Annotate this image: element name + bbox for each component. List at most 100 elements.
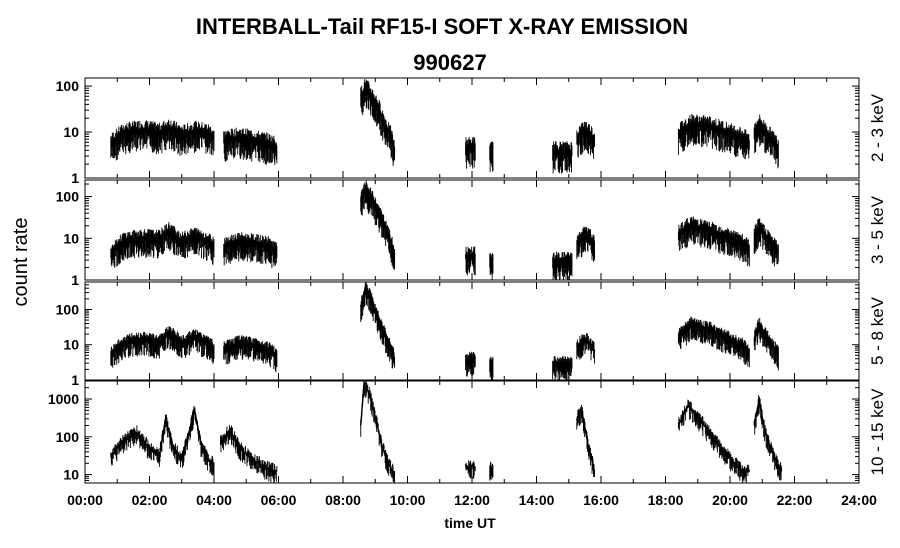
series-line <box>360 381 396 475</box>
series-segment <box>360 381 396 483</box>
x-tick-label: 06:00 <box>261 492 297 508</box>
series-segment <box>489 252 494 280</box>
series-segment <box>223 335 278 373</box>
y-tick-label: 10 <box>63 337 79 353</box>
series-noise <box>465 246 476 276</box>
series-segment <box>219 424 278 483</box>
x-tick-label: 20:00 <box>712 492 748 508</box>
series-noise <box>489 252 494 280</box>
series-noise <box>110 119 215 161</box>
series-segment <box>110 405 215 476</box>
series-noise <box>360 180 396 271</box>
y-tick-label: 10 <box>63 467 79 483</box>
series-noise <box>223 127 278 165</box>
series-noise <box>360 381 396 483</box>
series-segment <box>489 461 494 481</box>
band-label: 10 - 15 keV <box>868 388 887 476</box>
series-line <box>576 408 596 472</box>
y-tick-label: 1 <box>71 272 79 288</box>
series-noise <box>576 226 595 262</box>
series-segment <box>576 121 596 159</box>
series-segment <box>576 226 596 262</box>
series-noise <box>677 216 750 267</box>
series-line <box>677 322 750 353</box>
series-noise <box>360 79 396 167</box>
x-tick-label: 04:00 <box>196 492 232 508</box>
series-segment <box>223 232 278 269</box>
series-noise <box>489 141 494 172</box>
y-tick-label: 100 <box>56 429 80 445</box>
series-segment <box>753 317 779 371</box>
band-label: 5 - 8 keV <box>868 296 887 365</box>
series-segment <box>753 394 783 481</box>
x-tick-label: 14:00 <box>519 492 555 508</box>
series-segment <box>677 316 750 368</box>
y-tick-label: 1 <box>71 170 79 186</box>
series-noise <box>110 222 215 268</box>
panel-3: 1 10 100 5 - 8 keV <box>56 281 887 388</box>
series-line <box>677 121 750 143</box>
y-tick-label: 100 <box>56 301 80 317</box>
series-noise <box>489 461 494 481</box>
series-line <box>753 321 779 353</box>
series-noise <box>465 351 476 377</box>
x-tick-label: 12:00 <box>454 492 490 508</box>
series-line <box>360 186 396 256</box>
series-noise <box>465 136 476 169</box>
panel-4: 10 100 1000 10 - 15 keV <box>48 380 887 484</box>
x-tick-label: 22:00 <box>777 492 813 508</box>
series-segment <box>465 136 476 169</box>
series-line <box>677 404 750 473</box>
panels: 1 10 100 2 - 3 keV 1 10 100 3 - 5 keV 1 10 100 5 - … <box>48 77 887 508</box>
series-segment <box>465 460 476 479</box>
series-noise <box>110 326 215 368</box>
x-tick-label: 18:00 <box>648 492 684 508</box>
x-tick-label: 16:00 <box>583 492 619 508</box>
x-tick-label: 24:00 <box>841 492 877 508</box>
series-segment <box>677 113 750 160</box>
y-tick-label: 10 <box>63 124 79 140</box>
series-noise <box>576 121 595 159</box>
series-noise <box>677 113 750 160</box>
series-line <box>753 121 779 147</box>
y-tick-label: 100 <box>56 78 80 94</box>
series-segment <box>465 246 476 276</box>
series-noise <box>677 399 750 483</box>
series-line <box>110 410 215 466</box>
series-line <box>110 126 215 143</box>
series-noise <box>552 356 573 380</box>
series-line <box>223 341 278 356</box>
series-line <box>110 228 215 252</box>
series-segment <box>489 356 494 380</box>
series-segment <box>753 218 779 267</box>
series-segment <box>110 119 215 161</box>
y-tick-label: 1 <box>71 372 79 388</box>
series-segment <box>465 351 476 377</box>
panel-1: 1 10 100 2 - 3 keV <box>56 77 887 186</box>
panel-frame <box>84 179 860 281</box>
chart-subtitle: 990627 <box>413 50 486 75</box>
series-segment <box>360 282 396 369</box>
series-noise <box>576 404 595 478</box>
series-line <box>223 135 278 147</box>
series-line <box>360 284 396 359</box>
series-segment <box>110 222 215 268</box>
series-noise <box>360 282 396 369</box>
series-noise <box>465 460 476 479</box>
x-tick-label: 00:00 <box>67 492 103 508</box>
y-tick-label: 10 <box>63 230 79 246</box>
series-segment <box>360 79 396 167</box>
series-line <box>753 224 779 252</box>
series-segment <box>677 399 750 483</box>
x-tick-label: 08:00 <box>325 492 361 508</box>
series-noise <box>552 141 573 174</box>
series-segment <box>489 141 494 172</box>
panel-2: 1 10 100 3 - 5 keV <box>56 179 887 288</box>
y-axis-label: count rate <box>10 218 32 307</box>
band-label: 2 - 3 keV <box>868 93 887 162</box>
series-segment <box>677 216 750 267</box>
series-segment <box>753 114 779 169</box>
chart-title: INTERBALL-Tail RF15-I SOFT X-RAY EMISSIO… <box>196 14 688 39</box>
series-segment <box>552 141 573 174</box>
series-noise <box>489 356 494 380</box>
